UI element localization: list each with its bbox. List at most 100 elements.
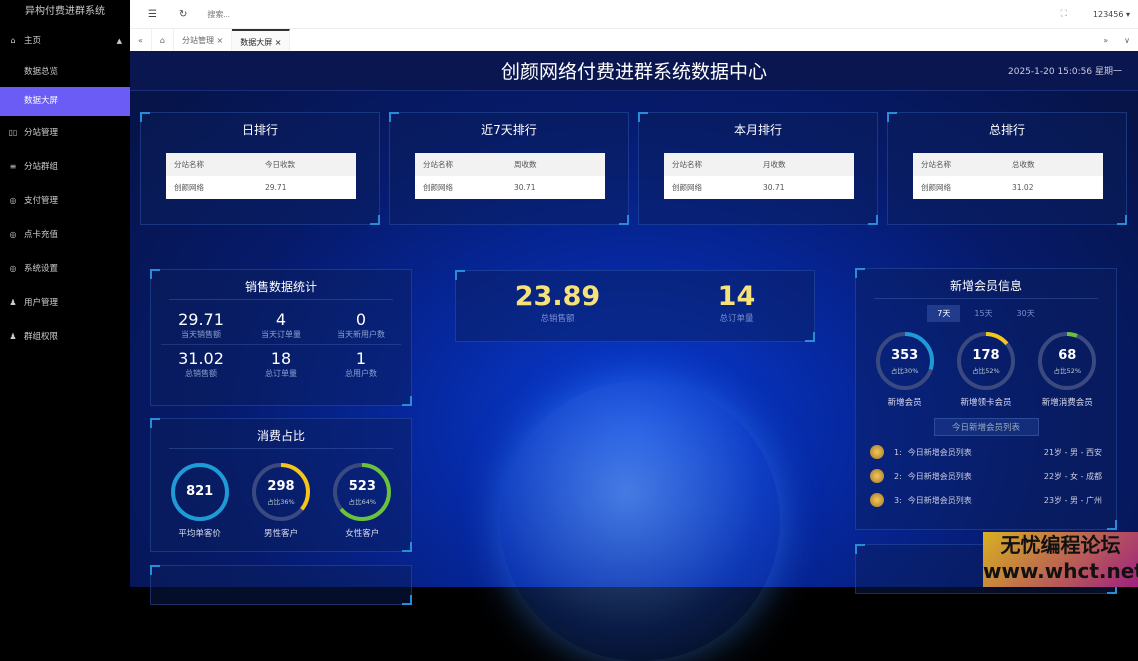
home-tab-icon[interactable]: ⌂ bbox=[152, 28, 174, 52]
ring-value: 353 bbox=[891, 348, 919, 363]
member-name: 今日新增会员列表 bbox=[907, 447, 972, 457]
ring-percent: 占比64% bbox=[348, 498, 377, 506]
ring-gauge: 298 占比36% bbox=[250, 461, 312, 523]
ring-stat: 298 占比36% 男性客户 bbox=[250, 461, 312, 539]
sales-stats-panel: 销售数据统计 29.71 当天销售额 4 当天订单量 0 当天新用户数 31.02 总销售额 1… bbox=[150, 269, 412, 406]
ring-value: 298 bbox=[267, 479, 295, 494]
stat-label: 总销售额 bbox=[185, 369, 217, 378]
rank: 1: bbox=[894, 447, 902, 457]
shield-icon: ◎ bbox=[9, 264, 17, 273]
menu-toggle-icon[interactable]: ☰ bbox=[148, 8, 157, 20]
column-header: 分站名称 bbox=[672, 160, 702, 169]
stat-label: 当天新用户数 bbox=[337, 330, 385, 339]
stat-label: 当天订单量 bbox=[261, 330, 301, 339]
column-header: 总收数 bbox=[1012, 160, 1035, 169]
column-header: 分站名称 bbox=[423, 160, 453, 169]
ranking-table: 分站名称 今日收款 创颜网络 29.71 bbox=[166, 153, 356, 199]
new-members-panel: 新增会员信息 7天 15天 30天 353 占比30% 新增会员 178 占比52% 新增领卡… bbox=[855, 268, 1117, 530]
search-input[interactable] bbox=[207, 9, 408, 19]
ranking-table: 分站名称 月收数 创颜网络 30.71 bbox=[664, 153, 854, 199]
fullscreen-icon[interactable]: ⛶ bbox=[1060, 9, 1067, 19]
table-header: 分站名称 总收数 bbox=[913, 153, 1103, 176]
globe bbox=[500, 381, 780, 661]
sidebar-item[interactable]: ▯▯ 分站管理 bbox=[0, 116, 130, 150]
watermark: 无忧编程论坛 www.whct.net bbox=[983, 532, 1138, 587]
ring-percent: 占比52% bbox=[1053, 367, 1082, 375]
total-sales-label: 总销售额 bbox=[540, 314, 575, 324]
ring-label: 新增消费会员 bbox=[1041, 398, 1093, 408]
ring-value: 178 bbox=[972, 348, 1000, 363]
scroll-right-icon[interactable]: » bbox=[1103, 35, 1109, 45]
sidebar-item-label: 数据总览 bbox=[24, 67, 59, 77]
tab-data-screen[interactable]: 数据大屏 × bbox=[232, 28, 291, 52]
ranking-table: 分站名称 周收数创颜网络 30.71 bbox=[415, 153, 605, 199]
table-row: 创颜网络 30.71 bbox=[415, 176, 605, 199]
cell: 创颜网络 bbox=[921, 183, 951, 192]
sidebar-item-label: 分站管理 bbox=[24, 128, 59, 138]
sidebar-item[interactable]: 数据大屏 bbox=[0, 87, 130, 116]
column-header: 分站名称 bbox=[174, 160, 204, 169]
ring-percent: 占比30% bbox=[890, 367, 919, 375]
consumption-panel: 消费占比 821 平均单客价 298 占比36% 男性客户 523 占比64% 女性客户 bbox=[150, 418, 412, 552]
stat-label: 总订单量 bbox=[265, 369, 297, 378]
total-orders-value: 14 bbox=[717, 281, 756, 312]
sidebar-item-label: 用户管理 bbox=[24, 298, 59, 308]
cell: 29.71 bbox=[265, 183, 287, 192]
ring-stat: 178 占比52% 新增领卡会员 bbox=[955, 330, 1017, 408]
ranking-panel: 总排行 分站名称 总收数 创颜网络 31.02 bbox=[887, 112, 1127, 225]
sidebar-item[interactable]: ≡ 分站群组 bbox=[0, 150, 130, 184]
ring-label: 女性客户 bbox=[345, 529, 380, 539]
sidebar-item[interactable]: 数据总览 bbox=[0, 58, 130, 87]
stat-value: 1 bbox=[355, 349, 367, 368]
tabs-dropdown-icon[interactable]: ∨ bbox=[1124, 35, 1130, 45]
stat-label: 总用户数 bbox=[345, 369, 377, 378]
list-item: 1: 今日新增会员列表 21岁 - 男 - 西安 bbox=[856, 440, 1116, 464]
stat-item: 29.71 当天销售额 bbox=[161, 306, 241, 345]
user-icon: ♟ bbox=[9, 298, 17, 307]
ring-stat: 821 平均单客价 bbox=[169, 461, 231, 539]
period-tab[interactable]: 30天 bbox=[1016, 309, 1035, 318]
ring-label: 新增会员 bbox=[887, 398, 922, 408]
sidebar-item[interactable]: ◎ 系统设置 bbox=[0, 252, 130, 286]
column-header: 周收数 bbox=[514, 160, 537, 169]
sidebar-item[interactable]: ♟ 群组权限 bbox=[0, 320, 130, 354]
table-header: 分站名称 月收数 bbox=[664, 153, 854, 176]
stat-item: 31.02 总销售额 bbox=[161, 345, 241, 383]
ring-gauge: 68 占比52% bbox=[1036, 330, 1098, 392]
scroll-left-icon[interactable]: « bbox=[130, 28, 152, 52]
dashboard: 创颜网络付费进群系统数据中心 2025-1-20 15:0:56 星期一 日排行… bbox=[130, 51, 1138, 661]
ring-label: 平均单客价 bbox=[178, 529, 221, 539]
grid-icon: ▯▯ bbox=[8, 128, 18, 137]
ring-gauge: 523 占比64% bbox=[331, 461, 393, 523]
user-menu[interactable]: 123456 ▾ bbox=[1092, 9, 1130, 19]
ring-stat: 68 占比52% 新增消费会员 bbox=[1036, 330, 1098, 408]
ring-value: 821 bbox=[186, 484, 214, 499]
table-row: 创颜网络 31.02 bbox=[913, 176, 1103, 199]
sidebar-item-label: 点卡充值 bbox=[24, 230, 59, 240]
topbar: ☰ ↻ ⛶ 123456 ▾ bbox=[130, 0, 1138, 28]
sidebar-item-label: 数据大屏 bbox=[24, 96, 59, 106]
refresh-icon[interactable]: ↻ bbox=[178, 8, 188, 20]
period-tab[interactable]: 15天 bbox=[974, 309, 993, 318]
dashboard-header: 创颜网络付费进群系统数据中心 2025-1-20 15:0:56 星期一 bbox=[130, 51, 1138, 91]
ranking-panel: 本月排行 分站名称 月收数 创颜网络 30.71 bbox=[638, 112, 878, 225]
panel-title: 日排行 bbox=[241, 123, 278, 137]
sidebar-item[interactable]: ◎ 支付管理 bbox=[0, 184, 130, 218]
ring-percent: 占比36% bbox=[267, 498, 295, 506]
stat-value: 4 bbox=[275, 310, 287, 329]
sidebar-item-label: 主页 bbox=[24, 36, 42, 46]
cell: 创颜网络 bbox=[423, 183, 453, 192]
sidebar-item[interactable]: ⌂ 主页 ▲ bbox=[0, 24, 130, 58]
tab-branch-management[interactable]: 分站管理 × bbox=[174, 28, 233, 52]
period-tab[interactable]: 7天 bbox=[927, 305, 961, 322]
ring-label: 男性客户 bbox=[263, 529, 298, 539]
sidebar-item[interactable]: ♟ 用户管理 bbox=[0, 286, 130, 320]
column-header: 分站名称 bbox=[921, 160, 951, 169]
ring-gauge: 353 占比30% bbox=[874, 330, 936, 392]
stat-value: 29.71 bbox=[178, 310, 224, 329]
ring-gauge: 178 占比52% bbox=[955, 330, 1017, 392]
sidebar-item-label: 系统设置 bbox=[24, 264, 59, 274]
sidebar-item-label: 群组权限 bbox=[24, 332, 59, 342]
sidebar-item[interactable]: ◎ 点卡充值 bbox=[0, 218, 130, 252]
table-row: 创颜网络 30.71 bbox=[664, 176, 854, 199]
